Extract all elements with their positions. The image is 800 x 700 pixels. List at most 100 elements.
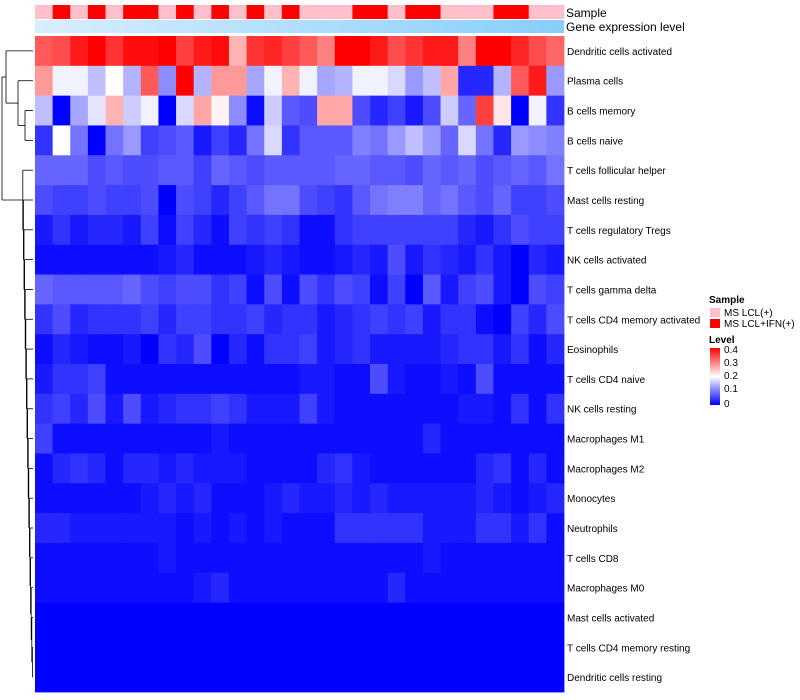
- heatmap-cell: [528, 483, 547, 514]
- heatmap-cell: [493, 572, 512, 603]
- heatmap-cell: [228, 125, 247, 156]
- heatmap-cell: [475, 423, 494, 454]
- heatmap-cell: [105, 36, 124, 67]
- heatmap-cell: [352, 602, 371, 633]
- heatmap-cell: [317, 364, 336, 395]
- heatmap-cell: [140, 542, 159, 574]
- heatmap-cell: [475, 393, 494, 425]
- heatmap-cell: [458, 632, 477, 663]
- heatmap-cell: [493, 662, 512, 693]
- heatmap-cell: [158, 95, 177, 126]
- heatmap-cell: [228, 274, 247, 305]
- heatmap-cell: [387, 364, 406, 395]
- heatmap-cell: [422, 423, 441, 454]
- heatmap-cell: [158, 453, 177, 484]
- heatmap-cell: [546, 602, 565, 633]
- heatmap-cell: [528, 542, 547, 574]
- heatmap-cell: [52, 602, 71, 633]
- heatmap-cell: [352, 423, 371, 454]
- heatmap-cell: [228, 304, 247, 335]
- heatmap-cell: [528, 65, 547, 97]
- heatmap-cell: [458, 185, 477, 216]
- heatmap-cell: [317, 155, 336, 186]
- heatmap-cell: [458, 513, 477, 544]
- heatmap-cell: [440, 423, 459, 454]
- heatmap-cell: [475, 304, 494, 335]
- heatmap-cell: [299, 572, 318, 603]
- heatmap-cell: [299, 364, 318, 395]
- sample-annotation-cell: [281, 5, 300, 19]
- heatmap-cell: [87, 244, 106, 275]
- heatmap-cell: [317, 483, 336, 514]
- heatmap-cell: [140, 244, 159, 275]
- heatmap-cell: [246, 95, 265, 126]
- heatmap-cell: [334, 542, 353, 574]
- heatmap-cell: [299, 65, 318, 97]
- heatmap-cell: [246, 602, 265, 633]
- heatmap-cell: [387, 662, 406, 693]
- heatmap-cell: [140, 65, 159, 97]
- row-label: NK cells resting: [567, 405, 636, 416]
- heatmap-cell: [352, 185, 371, 216]
- heatmap-cell: [211, 36, 230, 67]
- heatmap-cell: [264, 662, 283, 693]
- heatmap-cell: [123, 453, 142, 484]
- level-colorbar: [710, 348, 720, 405]
- sample-annotation-cell: [123, 5, 142, 19]
- heatmap-cell: [511, 453, 530, 484]
- heatmap-cell: [334, 95, 353, 126]
- heatmap-cell: [422, 65, 441, 97]
- heatmap-cell: [493, 155, 512, 186]
- heatmap-cell: [475, 125, 494, 156]
- row-label: T cells CD8: [567, 554, 619, 565]
- sample-annotation-cell: [387, 5, 406, 19]
- heatmap-cell: [546, 36, 565, 67]
- heatmap-cell: [176, 393, 195, 425]
- heatmap-cell: [87, 483, 106, 514]
- heatmap-cell: [70, 423, 89, 454]
- row-label: Macrophages M1: [567, 435, 645, 446]
- heatmap-cell: [70, 95, 89, 126]
- heatmap-cell: [440, 393, 459, 425]
- sample-annotation-cell: [211, 5, 230, 19]
- row-label: B cells naive: [567, 136, 624, 147]
- heatmap-cell: [228, 572, 247, 603]
- heatmap-cell: [422, 304, 441, 335]
- heatmap-cell: [70, 36, 89, 67]
- heatmap-cell: [370, 36, 389, 67]
- heatmap-cell: [528, 602, 547, 633]
- heatmap-cell: [387, 274, 406, 305]
- heatmap-cell: [123, 602, 142, 633]
- heatmap-cell: [458, 364, 477, 395]
- heatmap-cell: [52, 36, 71, 67]
- row-label: Neutrophils: [567, 524, 618, 535]
- heatmap-cell: [123, 364, 142, 395]
- sample-annotation-cell: [440, 5, 459, 19]
- heatmap-cell: [176, 423, 195, 454]
- heatmap-cell: [405, 65, 424, 97]
- sample-annotation-cell: [87, 5, 106, 19]
- heatmap-cell: [176, 214, 195, 246]
- heatmap-cell: [387, 453, 406, 484]
- heatmap-cell: [370, 393, 389, 425]
- heatmap-cell: [422, 542, 441, 574]
- heatmap-cell: [193, 125, 212, 156]
- heatmap-cell: [246, 483, 265, 514]
- heatmap-cell: [176, 185, 195, 216]
- heatmap-cell: [334, 483, 353, 514]
- heatmap-cell: [370, 423, 389, 454]
- heatmap-cell: [370, 632, 389, 663]
- heatmap-cell: [511, 155, 530, 186]
- heatmap-cell: [317, 125, 336, 156]
- heatmap-cell: [370, 513, 389, 544]
- heatmap-cell: [158, 65, 177, 97]
- heatmap-cell: [193, 662, 212, 693]
- heatmap-cell: [528, 95, 547, 126]
- heatmap-cell: [264, 65, 283, 97]
- heatmap-cell: [211, 393, 230, 425]
- heatmap-cell: [511, 602, 530, 633]
- heatmap-cell: [35, 304, 54, 335]
- sample-annotation-cell: [405, 5, 424, 19]
- heatmap-cell: [334, 662, 353, 693]
- heatmap-cell: [422, 483, 441, 514]
